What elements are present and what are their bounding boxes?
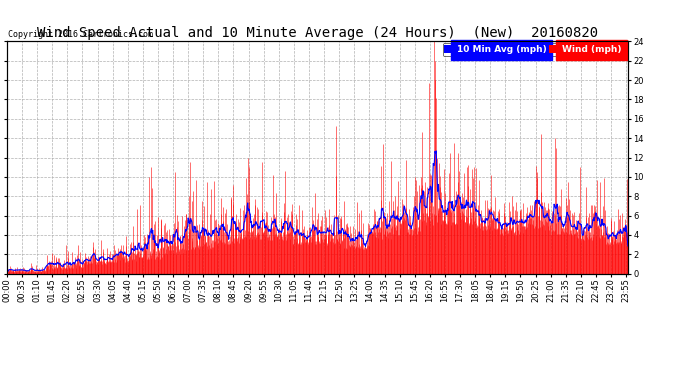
Title: Wind Speed Actual and 10 Minute Average (24 Hours)  (New)  20160820: Wind Speed Actual and 10 Minute Average … xyxy=(37,26,598,40)
Text: Copyright 2016 Cartronics.com: Copyright 2016 Cartronics.com xyxy=(8,30,152,39)
Legend: 10 Min Avg (mph), Wind (mph): 10 Min Avg (mph), Wind (mph) xyxy=(442,44,623,56)
